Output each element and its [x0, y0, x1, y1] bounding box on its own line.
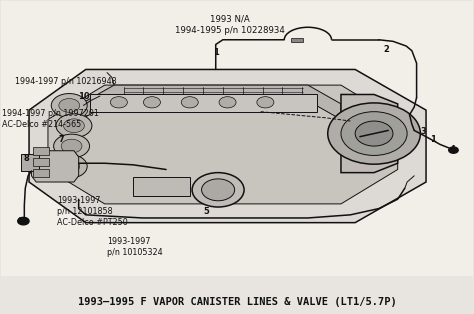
Circle shape: [341, 112, 407, 155]
Text: 1993–1995 F VAPOR CANISTER LINES & VALVE (LT1/5.7P): 1993–1995 F VAPOR CANISTER LINES & VALVE…: [78, 297, 396, 307]
Circle shape: [201, 179, 235, 201]
Text: 1: 1: [213, 48, 219, 57]
Bar: [292, 38, 303, 42]
Polygon shape: [81, 85, 341, 120]
Text: 1994-1997 p/n 10216948: 1994-1997 p/n 10216948: [15, 77, 117, 86]
Circle shape: [61, 139, 82, 153]
Bar: [133, 177, 190, 196]
Text: 3: 3: [421, 127, 427, 136]
Circle shape: [59, 160, 80, 173]
Bar: [33, 147, 49, 155]
Text: 2: 2: [383, 45, 389, 54]
Text: 1993-1997
p/n 10105324: 1993-1997 p/n 10105324: [107, 237, 163, 257]
Circle shape: [56, 114, 92, 138]
Bar: [33, 158, 49, 166]
Text: 10: 10: [78, 92, 89, 100]
Bar: [20, 154, 39, 171]
Text: 1: 1: [430, 135, 436, 144]
Text: 7: 7: [58, 135, 64, 144]
Bar: [33, 169, 49, 177]
Text: 5: 5: [203, 207, 209, 216]
Circle shape: [355, 121, 393, 146]
Circle shape: [51, 154, 87, 178]
Circle shape: [449, 147, 458, 153]
Polygon shape: [29, 69, 426, 223]
Polygon shape: [341, 95, 398, 173]
Circle shape: [181, 97, 198, 108]
Text: 9: 9: [18, 217, 23, 225]
Circle shape: [328, 103, 420, 164]
Circle shape: [54, 134, 90, 158]
Circle shape: [64, 119, 84, 133]
Circle shape: [192, 173, 244, 207]
Text: 1994-1997 p/n 1997201
AC-Delco #214-565: 1994-1997 p/n 1997201 AC-Delco #214-565: [2, 109, 99, 129]
Circle shape: [144, 97, 160, 108]
Circle shape: [110, 97, 128, 108]
Circle shape: [51, 94, 87, 117]
Bar: [91, 95, 318, 112]
Circle shape: [257, 97, 274, 108]
Text: 4: 4: [449, 145, 455, 154]
Circle shape: [219, 97, 236, 108]
Circle shape: [18, 217, 29, 225]
Bar: [0, 1, 474, 276]
Text: 8: 8: [24, 154, 29, 163]
Text: ehbox.com: ehbox.com: [152, 120, 322, 148]
Text: 1993-1997
p/n 12101858
AC-Delco #PT250: 1993-1997 p/n 12101858 AC-Delco #PT250: [57, 196, 128, 227]
Text: 1993 N/A
1994-1995 p/n 10228934: 1993 N/A 1994-1995 p/n 10228934: [175, 15, 285, 35]
Polygon shape: [48, 85, 398, 204]
Polygon shape: [31, 151, 79, 182]
Circle shape: [59, 99, 80, 112]
